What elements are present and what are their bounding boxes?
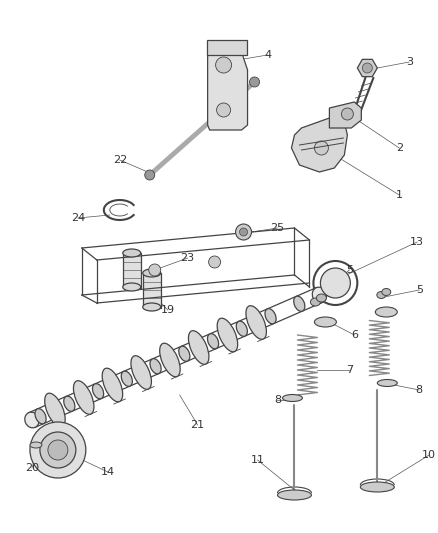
Circle shape <box>208 256 221 268</box>
Circle shape <box>48 440 68 460</box>
Circle shape <box>321 268 350 298</box>
Text: 19: 19 <box>161 305 175 315</box>
Ellipse shape <box>377 379 397 386</box>
Circle shape <box>341 108 353 120</box>
Ellipse shape <box>312 287 327 303</box>
Polygon shape <box>329 102 361 128</box>
Bar <box>143 273 161 308</box>
Ellipse shape <box>121 371 132 386</box>
Text: 1: 1 <box>396 190 403 200</box>
Ellipse shape <box>25 412 39 428</box>
Ellipse shape <box>150 359 161 374</box>
Ellipse shape <box>188 330 209 365</box>
Ellipse shape <box>64 396 75 411</box>
Text: 4: 4 <box>264 50 271 60</box>
Polygon shape <box>357 59 377 77</box>
Ellipse shape <box>102 368 123 402</box>
Ellipse shape <box>360 482 394 492</box>
Ellipse shape <box>74 381 94 414</box>
Ellipse shape <box>123 249 141 257</box>
Text: 22: 22 <box>113 155 127 165</box>
Text: 14: 14 <box>101 467 115 477</box>
Text: 21: 21 <box>191 420 205 430</box>
Text: 8: 8 <box>416 385 423 395</box>
Circle shape <box>314 141 328 155</box>
Polygon shape <box>291 118 347 172</box>
Ellipse shape <box>246 306 266 340</box>
Circle shape <box>149 264 161 276</box>
Ellipse shape <box>314 317 336 327</box>
Ellipse shape <box>283 394 303 401</box>
Ellipse shape <box>217 318 238 352</box>
Text: 23: 23 <box>180 253 195 263</box>
Text: 8: 8 <box>274 395 281 405</box>
Bar <box>123 253 141 288</box>
Text: 3: 3 <box>406 57 413 67</box>
Circle shape <box>40 432 76 468</box>
Circle shape <box>30 422 86 478</box>
Circle shape <box>250 77 260 87</box>
Ellipse shape <box>143 269 161 277</box>
Text: 5: 5 <box>416 285 423 295</box>
Text: 11: 11 <box>251 455 265 465</box>
Text: 7: 7 <box>346 365 353 375</box>
Circle shape <box>236 224 251 240</box>
Circle shape <box>217 103 230 117</box>
Ellipse shape <box>143 303 161 311</box>
Ellipse shape <box>316 294 326 302</box>
Ellipse shape <box>294 296 305 311</box>
Ellipse shape <box>123 283 141 291</box>
Circle shape <box>240 228 247 236</box>
Text: 13: 13 <box>410 237 424 247</box>
Text: 20: 20 <box>25 463 39 473</box>
Ellipse shape <box>160 343 180 377</box>
Ellipse shape <box>265 309 276 324</box>
Ellipse shape <box>375 307 397 317</box>
Circle shape <box>145 170 155 180</box>
Circle shape <box>215 57 232 73</box>
Text: 25: 25 <box>270 223 285 233</box>
Text: 24: 24 <box>71 213 85 223</box>
Ellipse shape <box>30 442 42 448</box>
Ellipse shape <box>35 409 46 424</box>
Ellipse shape <box>45 393 65 427</box>
Ellipse shape <box>382 288 391 295</box>
Ellipse shape <box>236 321 247 336</box>
Text: 10: 10 <box>422 450 436 460</box>
Ellipse shape <box>278 490 311 500</box>
Text: 2: 2 <box>396 143 403 153</box>
Ellipse shape <box>377 292 386 298</box>
Text: 6: 6 <box>351 330 358 340</box>
Polygon shape <box>208 48 247 130</box>
Text: 5: 5 <box>346 265 353 275</box>
Ellipse shape <box>311 298 321 306</box>
Circle shape <box>362 63 372 73</box>
Bar <box>207 40 247 55</box>
Ellipse shape <box>92 384 104 399</box>
Ellipse shape <box>131 356 152 389</box>
Ellipse shape <box>179 346 190 361</box>
Ellipse shape <box>208 334 219 349</box>
